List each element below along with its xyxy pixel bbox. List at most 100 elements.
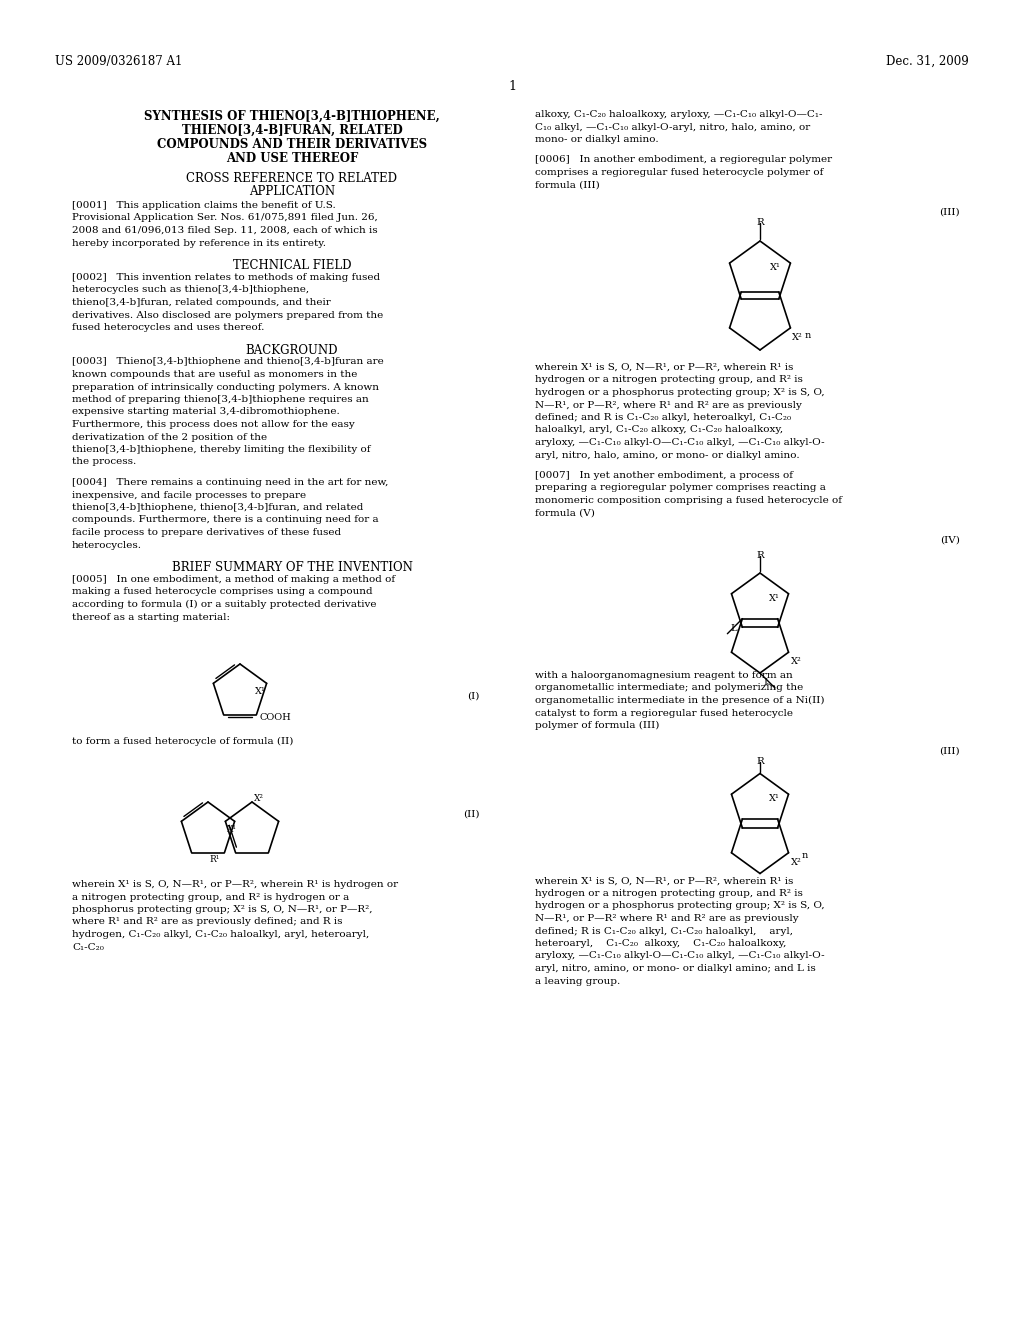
Text: [0001]   This application claims the benefit of U.S.: [0001] This application claims the benef… <box>72 201 336 210</box>
Text: Furthermore, this process does not allow for the easy: Furthermore, this process does not allow… <box>72 420 354 429</box>
Text: hydrogen, C₁-C₂₀ alkyl, C₁-C₂₀ haloalkyl, aryl, heteroaryl,: hydrogen, C₁-C₂₀ alkyl, C₁-C₂₀ haloalkyl… <box>72 931 370 939</box>
Text: US 2009/0326187 A1: US 2009/0326187 A1 <box>55 55 182 69</box>
Text: according to formula (I) or a suitably protected derivative: according to formula (I) or a suitably p… <box>72 601 377 609</box>
Text: defined; R is C₁-C₂₀ alkyl, C₁-C₂₀ haloalkyl,    aryl,: defined; R is C₁-C₂₀ alkyl, C₁-C₂₀ haloa… <box>535 927 793 936</box>
Text: X¹: X¹ <box>769 795 779 804</box>
Text: method of preparing thieno[3,4-b]thiophene requires an: method of preparing thieno[3,4-b]thiophe… <box>72 395 369 404</box>
Text: THIENO[3,4-B]FURAN, RELATED: THIENO[3,4-B]FURAN, RELATED <box>181 124 402 137</box>
Text: [0007]   In yet another embodiment, a process of: [0007] In yet another embodiment, a proc… <box>535 471 793 480</box>
Text: wherein X¹ is S, O, N—R¹, or P—R², wherein R¹ is: wherein X¹ is S, O, N—R¹, or P—R², where… <box>535 363 794 372</box>
Text: hereby incorporated by reference in its entirety.: hereby incorporated by reference in its … <box>72 239 326 248</box>
Text: formula (III): formula (III) <box>535 181 600 190</box>
Text: BRIEF SUMMARY OF THE INVENTION: BRIEF SUMMARY OF THE INVENTION <box>172 561 413 574</box>
Text: making a fused heterocycle comprises using a compound: making a fused heterocycle comprises usi… <box>72 587 373 597</box>
Text: preparing a regioregular polymer comprises reacting a: preparing a regioregular polymer compris… <box>535 483 826 492</box>
Text: heterocycles.: heterocycles. <box>72 540 142 549</box>
Text: (III): (III) <box>939 747 961 755</box>
Text: X¹: X¹ <box>226 825 237 834</box>
Text: [0005]   In one embodiment, a method of making a method of: [0005] In one embodiment, a method of ma… <box>72 576 395 583</box>
Text: 1: 1 <box>508 81 516 92</box>
Text: X²: X² <box>254 795 264 803</box>
Text: with a haloorganomagnesium reagent to form an: with a haloorganomagnesium reagent to fo… <box>535 671 793 680</box>
Text: preparation of intrinsically conducting polymers. A known: preparation of intrinsically conducting … <box>72 383 379 392</box>
Text: aryloxy, —C₁-C₁₀ alkyl-O—C₁-C₁₀ alkyl, —C₁-C₁₀ alkyl-O-: aryloxy, —C₁-C₁₀ alkyl-O—C₁-C₁₀ alkyl, —… <box>535 952 824 961</box>
Text: a leaving group.: a leaving group. <box>535 977 621 986</box>
Text: aryl, nitro, amino, or mono- or dialkyl amino; and L is: aryl, nitro, amino, or mono- or dialkyl … <box>535 964 816 973</box>
Text: X¹: X¹ <box>770 263 781 272</box>
Text: haloalkyl, aryl, C₁-C₂₀ alkoxy, C₁-C₂₀ haloalkoxy,: haloalkyl, aryl, C₁-C₂₀ alkoxy, C₁-C₂₀ h… <box>535 425 783 434</box>
Text: C₁-C₂₀: C₁-C₂₀ <box>72 942 103 952</box>
Text: derivatization of the 2 position of the: derivatization of the 2 position of the <box>72 433 267 441</box>
Text: a nitrogen protecting group, and R² is hydrogen or a: a nitrogen protecting group, and R² is h… <box>72 892 349 902</box>
Text: [0004]   There remains a continuing need in the art for new,: [0004] There remains a continuing need i… <box>72 478 388 487</box>
Text: N—R¹, or P—R², where R¹ and R² are as previously: N—R¹, or P—R², where R¹ and R² are as pr… <box>535 400 802 409</box>
Text: catalyst to form a regioregular fused heterocycle: catalyst to form a regioregular fused he… <box>535 709 793 718</box>
Text: 2008 and 61/096,013 filed Sep. 11, 2008, each of which is: 2008 and 61/096,013 filed Sep. 11, 2008,… <box>72 226 378 235</box>
Text: wherein X¹ is S, O, N—R¹, or P—R², wherein R¹ is hydrogen or: wherein X¹ is S, O, N—R¹, or P—R², where… <box>72 880 398 888</box>
Text: Provisional Application Ser. Nos. 61/075,891 filed Jun. 26,: Provisional Application Ser. Nos. 61/075… <box>72 214 378 223</box>
Text: X²: X² <box>793 333 803 342</box>
Text: facile process to prepare derivatives of these fused: facile process to prepare derivatives of… <box>72 528 341 537</box>
Text: n: n <box>802 851 808 861</box>
Text: fused heterocycles and uses thereof.: fused heterocycles and uses thereof. <box>72 323 264 333</box>
Text: hydrogen or a nitrogen protecting group, and R² is: hydrogen or a nitrogen protecting group,… <box>535 888 803 898</box>
Text: expensive starting material 3,4-dibromothiophene.: expensive starting material 3,4-dibromot… <box>72 408 340 417</box>
Text: AND USE THEREOF: AND USE THEREOF <box>226 152 358 165</box>
Text: [0003]   Thieno[3,4-b]thiophene and thieno[3,4-b]furan are: [0003] Thieno[3,4-b]thiophene and thieno… <box>72 358 384 367</box>
Text: thieno[3,4-b]furan, related compounds, and their: thieno[3,4-b]furan, related compounds, a… <box>72 298 331 308</box>
Text: polymer of formula (III): polymer of formula (III) <box>535 721 659 730</box>
Text: heterocycles such as thieno[3,4-b]thiophene,: heterocycles such as thieno[3,4-b]thioph… <box>72 285 309 294</box>
Text: phosphorus protecting group; X² is S, O, N—R¹, or P—R²,: phosphorus protecting group; X² is S, O,… <box>72 906 373 913</box>
Text: to form a fused heterocycle of formula (II): to form a fused heterocycle of formula (… <box>72 737 293 746</box>
Text: Dec. 31, 2009: Dec. 31, 2009 <box>886 55 969 69</box>
Text: thieno[3,4-b]thiophene, thieno[3,4-b]furan, and related: thieno[3,4-b]thiophene, thieno[3,4-b]fur… <box>72 503 364 512</box>
Text: X¹: X¹ <box>769 594 779 603</box>
Text: TECHNICAL FIELD: TECHNICAL FIELD <box>232 259 351 272</box>
Text: (III): (III) <box>939 209 961 216</box>
Text: alkoxy, C₁-C₂₀ haloalkoxy, aryloxy, —C₁-C₁₀ alkyl-O—C₁-: alkoxy, C₁-C₂₀ haloalkoxy, aryloxy, —C₁-… <box>535 110 822 119</box>
Text: aryloxy, —C₁-C₁₀ alkyl-O—C₁-C₁₀ alkyl, —C₁-C₁₀ alkyl-O-: aryloxy, —C₁-C₁₀ alkyl-O—C₁-C₁₀ alkyl, —… <box>535 438 824 447</box>
Text: R¹: R¹ <box>210 854 220 863</box>
Text: inexpensive, and facile processes to prepare: inexpensive, and facile processes to pre… <box>72 491 306 499</box>
Text: formula (V): formula (V) <box>535 508 595 517</box>
Text: comprises a regioregular fused heterocycle polymer of: comprises a regioregular fused heterocyc… <box>535 168 823 177</box>
Text: organometallic intermediate; and polymerizing the: organometallic intermediate; and polymer… <box>535 684 803 693</box>
Text: X²: X² <box>791 858 802 867</box>
Text: SYNTHESIS OF THIENO[3,4-B]THIOPHENE,: SYNTHESIS OF THIENO[3,4-B]THIOPHENE, <box>144 110 440 123</box>
Text: heteroaryl,    C₁-C₂₀  alkoxy,    C₁-C₂₀ haloalkoxy,: heteroaryl, C₁-C₂₀ alkoxy, C₁-C₂₀ haloal… <box>535 939 786 948</box>
Text: X²: X² <box>791 657 802 667</box>
Text: hydrogen or a nitrogen protecting group, and R² is: hydrogen or a nitrogen protecting group,… <box>535 375 803 384</box>
Text: R: R <box>756 756 764 766</box>
Text: X¹: X¹ <box>255 688 265 697</box>
Text: N—R¹, or P—R² where R¹ and R² are as previously: N—R¹, or P—R² where R¹ and R² are as pre… <box>535 913 799 923</box>
Text: thieno[3,4-b]thiophene, thereby limiting the flexibility of: thieno[3,4-b]thiophene, thereby limiting… <box>72 445 371 454</box>
Text: R: R <box>756 218 764 227</box>
Text: organometallic intermediate in the presence of a Ni(II): organometallic intermediate in the prese… <box>535 696 824 705</box>
Text: (IV): (IV) <box>940 536 961 545</box>
Text: (II): (II) <box>464 810 480 818</box>
Text: COOH: COOH <box>259 713 291 722</box>
Text: thereof as a starting material:: thereof as a starting material: <box>72 612 230 622</box>
Text: aryl, nitro, halo, amino, or mono- or dialkyl amino.: aryl, nitro, halo, amino, or mono- or di… <box>535 450 800 459</box>
Text: hydrogen or a phosphorus protecting group; X² is S, O,: hydrogen or a phosphorus protecting grou… <box>535 388 824 397</box>
Text: C₁₀ alkyl, —C₁-C₁₀ alkyl-O-aryl, nitro, halo, amino, or: C₁₀ alkyl, —C₁-C₁₀ alkyl-O-aryl, nitro, … <box>535 123 810 132</box>
Text: compounds. Furthermore, there is a continuing need for a: compounds. Furthermore, there is a conti… <box>72 516 379 524</box>
Text: COMPOUNDS AND THEIR DERIVATIVES: COMPOUNDS AND THEIR DERIVATIVES <box>157 139 427 150</box>
Text: R: R <box>756 550 764 560</box>
Text: hydrogen or a phosphorus protecting group; X² is S, O,: hydrogen or a phosphorus protecting grou… <box>535 902 824 911</box>
Text: (I): (I) <box>468 692 480 701</box>
Text: defined; and R is C₁-C₂₀ alkyl, heteroalkyl, C₁-C₂₀: defined; and R is C₁-C₂₀ alkyl, heteroal… <box>535 413 792 422</box>
Text: known compounds that are useful as monomers in the: known compounds that are useful as monom… <box>72 370 357 379</box>
Text: L: L <box>763 678 770 686</box>
Text: L: L <box>730 624 737 632</box>
Text: where R¹ and R² are as previously defined; and R is: where R¹ and R² are as previously define… <box>72 917 342 927</box>
Text: the process.: the process. <box>72 458 136 466</box>
Text: [0002]   This invention relates to methods of making fused: [0002] This invention relates to methods… <box>72 273 380 282</box>
Text: monomeric composition comprising a fused heterocycle of: monomeric composition comprising a fused… <box>535 496 842 506</box>
Text: wherein X¹ is S, O, N—R¹, or P—R², wherein R¹ is: wherein X¹ is S, O, N—R¹, or P—R², where… <box>535 876 794 886</box>
Text: [0006]   In another embodiment, a regioregular polymer: [0006] In another embodiment, a regioreg… <box>535 156 833 165</box>
Text: derivatives. Also disclosed are polymers prepared from the: derivatives. Also disclosed are polymers… <box>72 310 383 319</box>
Text: mono- or dialkyl amino.: mono- or dialkyl amino. <box>535 135 658 144</box>
Text: CROSS REFERENCE TO RELATED: CROSS REFERENCE TO RELATED <box>186 172 397 185</box>
Text: BACKGROUND: BACKGROUND <box>246 343 338 356</box>
